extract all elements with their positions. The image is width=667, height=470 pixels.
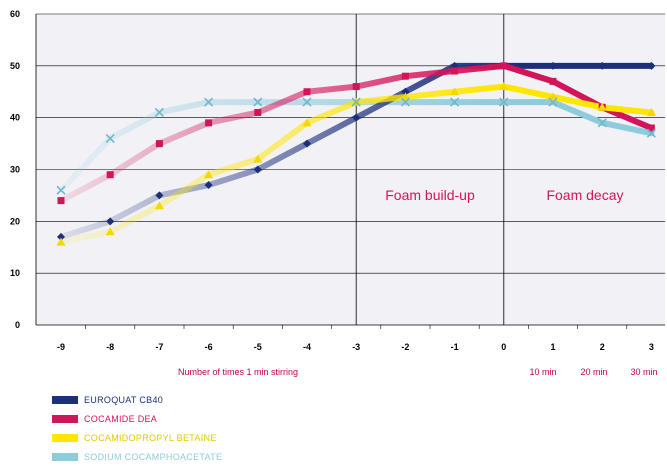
x-tick-label: -5 [254, 342, 262, 352]
marker-cocamphoacetate [204, 97, 214, 107]
marker-cocamide [647, 124, 655, 132]
legend-swatch [52, 453, 78, 461]
marker-x-stroke [450, 97, 460, 107]
marker-cocamphoacetate [450, 97, 460, 107]
x-tick-labels: -9 -8 -7 -6 -5 -4 -3 -2 -1 0 1 2 3 [57, 342, 654, 352]
y-tick-label: 30 [10, 165, 20, 175]
marker-x-stroke [154, 107, 164, 118]
marker-euroquat [106, 217, 115, 226]
marker-x-stroke [646, 128, 656, 138]
annotation-build-up: Foam build-up [385, 187, 475, 203]
marker-x-stroke [597, 118, 607, 128]
marker-cocamide [106, 171, 114, 179]
x-tick-label: -3 [352, 342, 360, 352]
marker-cocamphoacetate [56, 185, 66, 195]
marker-euroquat [253, 165, 262, 174]
marker-euroquat [598, 61, 607, 70]
legend-label: COCAMIDE DEA [84, 414, 158, 424]
y-tick-label: 50 [10, 61, 20, 71]
x-tick-label: 1 [550, 342, 555, 352]
x-axis-label: Number of times 1 min stirring [178, 367, 298, 377]
x-tick-label: -1 [451, 342, 459, 352]
marker-cocamide [205, 119, 213, 127]
marker-cocamphoacetate [548, 97, 558, 107]
marker-betaine [253, 154, 263, 163]
marker-euroquat [155, 191, 164, 200]
marker-cocamphoacetate [302, 97, 312, 107]
x-tick-label: -9 [57, 342, 65, 352]
marker-euroquat [57, 232, 65, 241]
legend-label: SODIUM COCAMPHOACETATE [84, 452, 223, 462]
y-tick-label: 10 [10, 268, 20, 278]
marker-betaine [597, 102, 607, 111]
marker-cocamphoacetate [646, 128, 656, 138]
marker-x-stroke [253, 97, 263, 107]
marker-x-stroke [204, 97, 214, 107]
marker-cocamide [451, 67, 459, 75]
marker-betaine [400, 92, 410, 101]
decay-label-20: 20 min [580, 367, 607, 377]
series-markers [56, 61, 656, 246]
marker-x-stroke [302, 97, 312, 107]
marker-cocamide [155, 140, 163, 148]
legend-swatch [52, 396, 78, 404]
x-tick-label: 3 [649, 342, 654, 352]
marker-euroquat [549, 61, 557, 70]
marker-cocamide [303, 88, 311, 96]
marker-betaine [646, 107, 656, 116]
legend-swatch [52, 434, 78, 442]
marker-betaine [302, 118, 312, 127]
legend-label: COCAMIDOPROPYL BETAINE [84, 433, 217, 443]
marker-betaine [499, 82, 509, 91]
legend-label: EUROQUAT CB40 [84, 395, 164, 405]
marker-x-stroke [548, 97, 558, 107]
x-tick-label: 2 [600, 342, 605, 352]
marker-cocamphoacetate [105, 133, 115, 143]
marker-cocamide [500, 62, 508, 70]
marker-cocamphoacetate [154, 107, 164, 118]
marker-betaine [56, 237, 66, 246]
marker-betaine [105, 227, 115, 236]
marker-euroquat [401, 87, 410, 96]
marker-cocamide [57, 197, 65, 205]
marker-euroquat [352, 113, 361, 122]
marker-cocamphoacetate [597, 118, 607, 128]
x-tick-label: -6 [205, 342, 213, 352]
marker-euroquat [647, 61, 656, 70]
x-tick-label: -8 [106, 342, 114, 352]
marker-euroquat [204, 181, 213, 190]
marker-x-stroke [499, 97, 509, 107]
marker-x-stroke [105, 133, 115, 143]
y-tick-label: 0 [15, 320, 20, 330]
foam-chart: 0 10 20 30 40 50 60 -9 -8 -7 -6 -5 -4 -3 -2 -1 0 1 2 3 Num… [10, 9, 665, 377]
y-tick-labels: 0 10 20 30 40 50 60 [10, 9, 20, 330]
marker-cocamphoacetate [351, 97, 361, 107]
y-tick-label: 40 [10, 113, 20, 123]
y-tick-label: 60 [10, 9, 20, 19]
marker-cocamide [549, 77, 557, 85]
marker-euroquat [303, 139, 311, 148]
x-tick-label: -7 [155, 342, 163, 352]
marker-cocamide [254, 108, 262, 116]
marker-x-stroke [351, 97, 361, 107]
x-tick-label: -2 [401, 342, 409, 352]
marker-x-stroke [56, 185, 66, 195]
decay-label-10: 10 min [529, 367, 556, 377]
x-tick-label: -4 [303, 342, 311, 352]
annotation-decay: Foam decay [546, 187, 623, 203]
marker-cocamphoacetate [499, 97, 509, 107]
marker-betaine [154, 201, 164, 210]
marker-cocamphoacetate [400, 97, 410, 107]
legend-swatch [52, 415, 78, 423]
marker-betaine [204, 170, 214, 179]
marker-cocamide [352, 83, 360, 91]
marker-cocamphoacetate [253, 97, 263, 107]
x-tick-label: 0 [501, 342, 506, 352]
marker-betaine [548, 92, 558, 101]
marker-cocamide [401, 72, 409, 80]
decay-label-30: 30 min [630, 367, 657, 377]
marker-betaine [450, 87, 460, 96]
marker-x-stroke [400, 97, 410, 107]
y-tick-label: 20 [10, 216, 20, 226]
